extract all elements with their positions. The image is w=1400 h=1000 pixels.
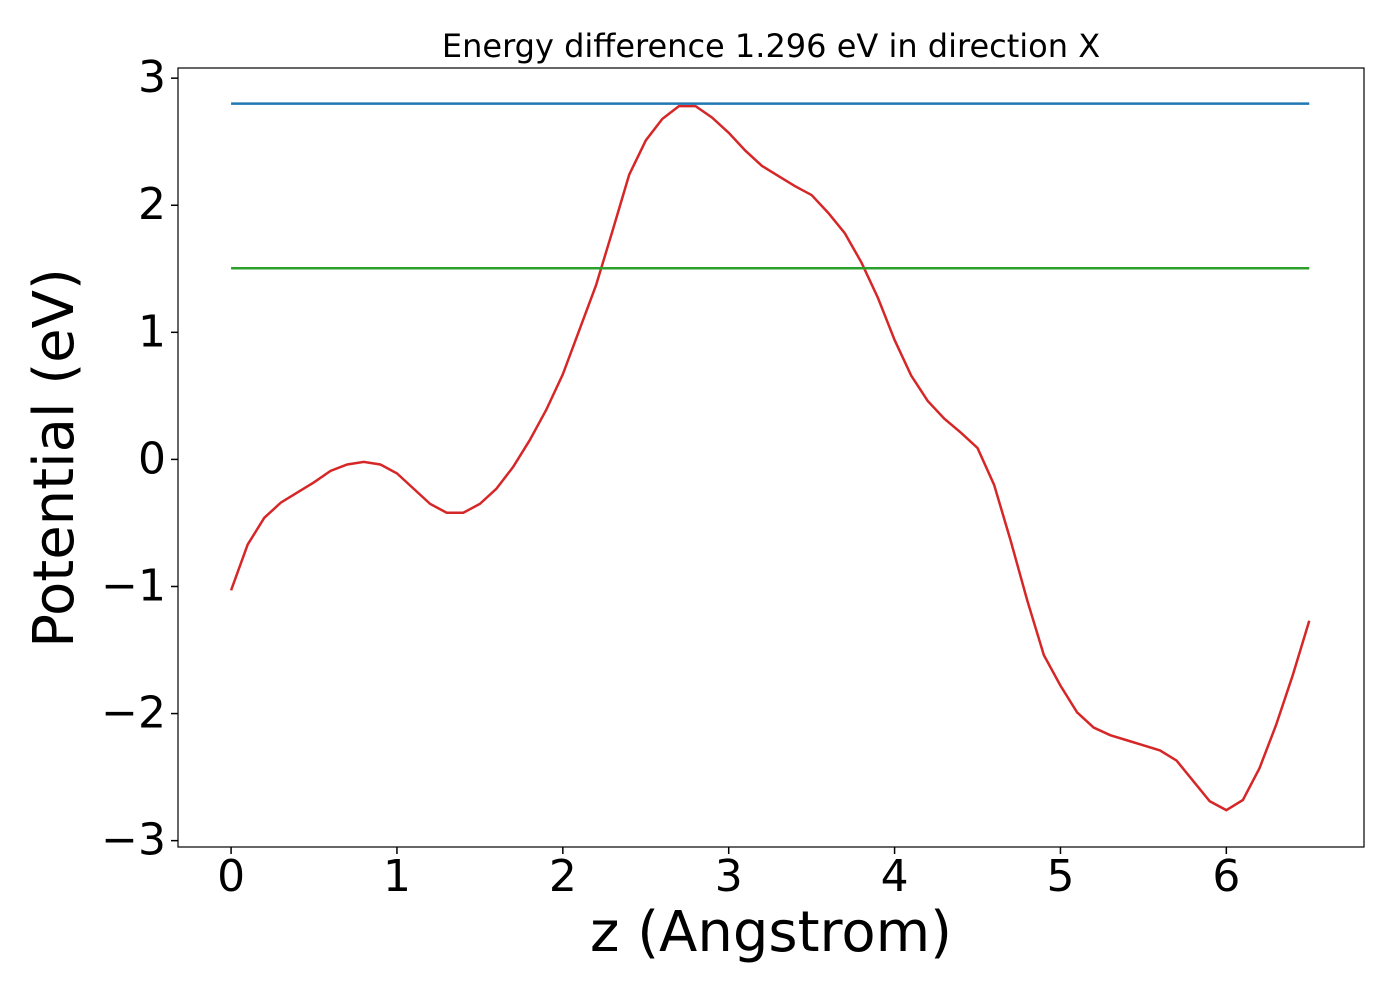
y-axis-label: Potential (eV): [22, 268, 87, 648]
y-tick-label: −2: [101, 688, 166, 739]
y-tick-label: 0: [138, 433, 166, 484]
x-tick-label: 2: [549, 851, 577, 902]
x-tick-label: 1: [383, 851, 411, 902]
data-line: [229, 104, 1311, 812]
y-tick-label: 2: [138, 179, 166, 230]
x-tick-label: 4: [881, 851, 909, 902]
y-tick-label: 1: [138, 306, 166, 357]
x-tick-label: 0: [217, 851, 245, 902]
y-tick-label: 3: [138, 52, 166, 103]
x-tick-label: 6: [1212, 851, 1240, 902]
x-tick-label: 5: [1046, 851, 1074, 902]
plot-frame: [177, 67, 1365, 848]
x-tick-label: 3: [715, 851, 743, 902]
chart-title: Energy difference 1.296 eV in direction …: [442, 27, 1100, 65]
y-tick-label: −1: [101, 560, 166, 611]
x-axis-label: z (Angstrom): [590, 900, 952, 965]
y-tick-label: −3: [101, 815, 166, 866]
